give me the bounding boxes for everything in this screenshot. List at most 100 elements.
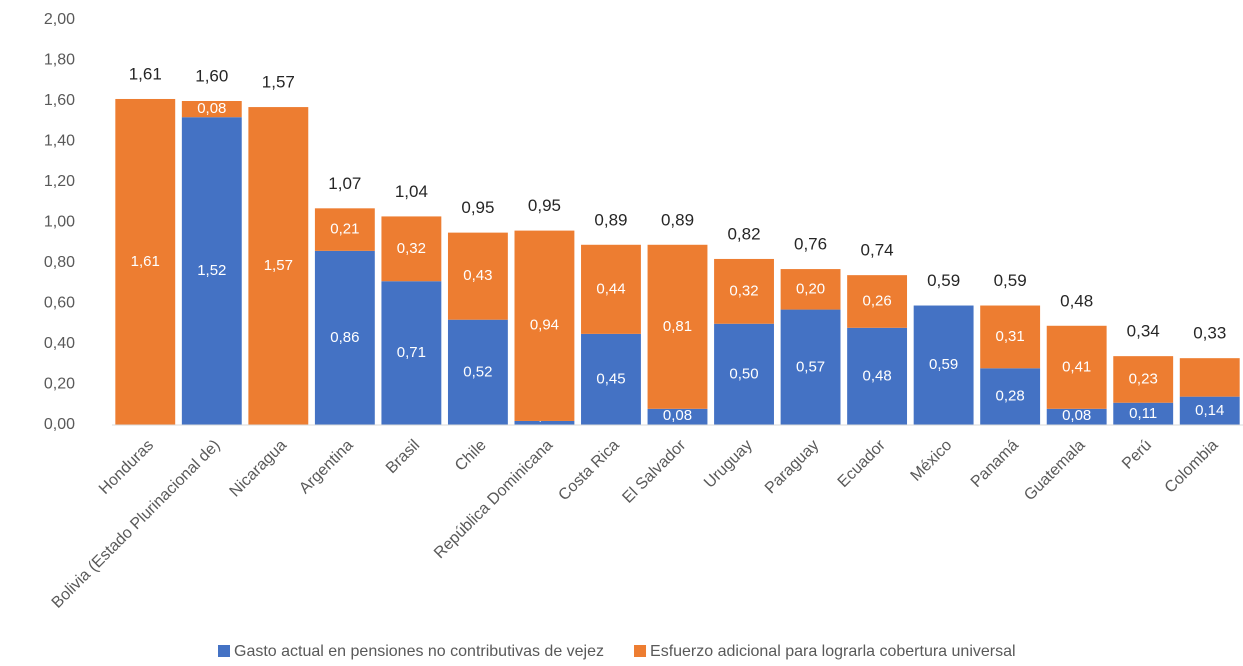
x-tick-label: Brasil <box>383 437 423 477</box>
bar-segment <box>980 305 1041 369</box>
data-label: 0,32 <box>729 282 758 299</box>
data-label: 0,57 <box>796 358 825 375</box>
legend-label: Esfuerzo adicional para lograrla cobertu… <box>650 643 1016 660</box>
bar-segment <box>913 305 974 425</box>
total-label: 1,60 <box>195 66 228 85</box>
total-label: 0,95 <box>528 196 561 215</box>
total-label: 0,82 <box>727 224 760 243</box>
bar-segment <box>514 420 575 425</box>
bar-segment <box>647 244 708 409</box>
x-tick-label: México <box>908 437 956 485</box>
y-tick-label: 0,40 <box>44 335 75 352</box>
x-tick-label: Guatemala <box>1021 437 1088 504</box>
x-tick-label: Perú <box>1119 437 1155 473</box>
total-label: 0,34 <box>1127 322 1160 341</box>
x-tick-label: Ecuador <box>835 436 890 491</box>
bar-segment <box>447 232 508 320</box>
data-label: 0,71 <box>397 344 426 361</box>
data-label: 0,11 <box>1129 405 1157 422</box>
bar-segment <box>714 258 774 324</box>
data-label: 0,94 <box>530 317 559 334</box>
data-label: 0,08 <box>1062 407 1091 424</box>
y-tick-label: 0,20 <box>44 376 75 393</box>
data-label: 0,81 <box>663 318 692 335</box>
total-label: 0,89 <box>594 210 627 229</box>
data-label: 0,41 <box>1062 358 1091 375</box>
bar-segment <box>581 244 641 334</box>
bar-segment <box>314 250 375 425</box>
data-label: 0,32 <box>397 240 426 257</box>
bar-segment <box>847 275 908 328</box>
bar-segment <box>181 117 242 425</box>
data-label: 0,20 <box>796 280 825 297</box>
x-tick-label: Panamá <box>968 437 1022 491</box>
bar-segment <box>581 333 641 425</box>
bar-segment <box>1113 356 1174 403</box>
y-tick-label: 0,00 <box>44 416 75 433</box>
data-label: 0,14 <box>1195 402 1224 419</box>
data-label: 0,08 <box>197 100 226 117</box>
bar-segment <box>381 281 442 425</box>
bar-segment <box>780 309 841 425</box>
total-label: 1,57 <box>262 73 295 92</box>
data-label: 0,21 <box>330 221 359 238</box>
total-label: 1,04 <box>395 182 428 201</box>
data-label: 0,23 <box>1129 370 1158 387</box>
y-tick-label: 1,20 <box>44 173 75 190</box>
x-tick-label: Nicaragua <box>227 437 291 501</box>
bar-segment <box>447 319 508 425</box>
total-label: 0,95 <box>461 198 494 217</box>
x-tick-label: Honduras <box>96 437 157 498</box>
y-tick-label: 1,80 <box>44 52 75 69</box>
y-tick-label: 1,40 <box>44 133 75 150</box>
bar-segment <box>314 208 375 251</box>
legend-label: Gasto actual en pensiones no contributiv… <box>234 643 604 660</box>
x-tick-label: Argentina <box>296 437 357 498</box>
data-label: 1,57 <box>264 257 293 274</box>
bar-segment <box>780 269 841 310</box>
data-label: 0,48 <box>862 367 891 384</box>
total-label: 0,59 <box>927 271 960 290</box>
y-tick-label: 0,80 <box>44 254 75 271</box>
data-label: 1,52 <box>197 262 226 279</box>
bar-segment <box>1046 408 1107 425</box>
bar-segment <box>1179 396 1240 425</box>
x-tick-label: Chile <box>452 437 490 475</box>
bar-segment <box>980 368 1041 425</box>
x-tick-label: Paraguay <box>762 437 822 497</box>
x-tick-label: Colombia <box>1162 437 1222 497</box>
bar-segment <box>181 101 242 118</box>
total-label: 1,07 <box>328 174 361 193</box>
y-tick-label: 2,00 <box>44 11 75 28</box>
legend-swatch <box>218 645 230 657</box>
total-label: 0,33 <box>1193 324 1226 343</box>
bar-segment <box>381 216 442 282</box>
data-label: 0,43 <box>463 267 492 284</box>
data-label: 0,52 <box>463 363 492 380</box>
bar-segment <box>647 408 708 425</box>
total-label: 1,61 <box>129 64 162 83</box>
total-label: 0,59 <box>994 271 1027 290</box>
bar-segment <box>714 323 774 425</box>
x-tick-label: El Salvador <box>619 436 689 506</box>
y-tick-label: 0,60 <box>44 295 75 312</box>
legend-swatch <box>634 645 647 657</box>
x-tick-label: Costa Rica <box>555 437 622 504</box>
data-label: 0,86 <box>330 329 359 346</box>
x-tick-label: República Dominicana <box>431 437 556 562</box>
data-label: 0,31 <box>996 328 1025 345</box>
total-label: 0,48 <box>1060 291 1093 310</box>
bar-segment <box>115 98 176 425</box>
bar-segment <box>1113 402 1174 425</box>
data-label: 0,08 <box>663 407 692 424</box>
x-tick-label: Uruguay <box>701 437 756 492</box>
data-label: 0,28 <box>996 388 1025 405</box>
data-label: 0,59 <box>929 356 958 373</box>
total-label: 0,76 <box>794 235 827 254</box>
y-tick-label: 1,60 <box>44 92 75 109</box>
total-label: 0,89 <box>661 210 694 229</box>
bar-segment <box>248 107 309 425</box>
bar-segment <box>1046 325 1107 409</box>
data-label: 0,44 <box>596 280 625 297</box>
total-label: 0,74 <box>861 241 894 260</box>
